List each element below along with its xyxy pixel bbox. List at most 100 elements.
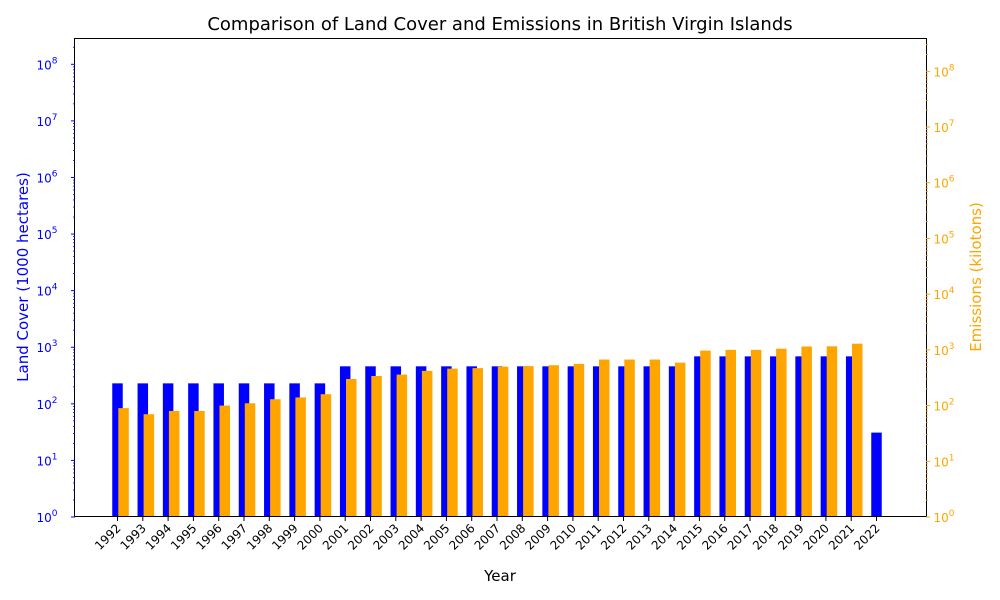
emissions-bar-1993 bbox=[143, 414, 155, 517]
land-cover-bar-1992 bbox=[112, 383, 123, 517]
land-cover-bar-2004 bbox=[415, 366, 427, 517]
land-cover-bar-1995 bbox=[188, 383, 199, 517]
emissions-bar-2014 bbox=[674, 362, 686, 517]
land-cover-bar-2012 bbox=[618, 366, 629, 517]
emissions-bar-2006 bbox=[472, 368, 483, 517]
x-tick-label: 1993 bbox=[117, 521, 148, 552]
right-y-tick-label: 102 bbox=[933, 398, 954, 414]
left-y-tick-label: 103 bbox=[36, 339, 57, 355]
left-y-tick-label: 102 bbox=[36, 396, 57, 412]
right-y-tick-label: 108 bbox=[933, 63, 954, 79]
right-y-tick-label: 106 bbox=[933, 175, 954, 191]
left-y-tick-label: 108 bbox=[36, 56, 57, 72]
land-cover-bar-1993 bbox=[137, 383, 149, 517]
right-y-tick-label: 103 bbox=[933, 342, 954, 358]
x-tick-label: 2010 bbox=[548, 521, 579, 552]
left-y-tick-label: 104 bbox=[36, 283, 57, 299]
land-cover-bar-2010 bbox=[567, 366, 579, 517]
land-cover-bar-2007 bbox=[491, 366, 503, 517]
x-tick-label: 1999 bbox=[269, 521, 300, 552]
emissions-bar-1992 bbox=[118, 408, 129, 517]
x-tick-label: 2016 bbox=[699, 521, 730, 552]
x-tick-label: 2018 bbox=[750, 521, 781, 552]
x-tick-label: 1996 bbox=[193, 521, 224, 552]
land-cover-bar-1999 bbox=[289, 383, 300, 517]
land-cover-bar-2005 bbox=[441, 366, 452, 517]
emissions-bar-2010 bbox=[573, 363, 585, 517]
emissions-bar-2017 bbox=[750, 349, 762, 517]
x-tick-label: 1994 bbox=[143, 521, 174, 552]
emissions-bar-2007 bbox=[497, 366, 509, 517]
land-cover-bar-2013 bbox=[643, 366, 655, 517]
x-tick-label: 2003 bbox=[370, 521, 401, 552]
emissions-bar-1994 bbox=[168, 410, 180, 517]
emissions-bar-1999 bbox=[295, 397, 306, 517]
x-tick-label: 2001 bbox=[320, 521, 351, 552]
land-cover-bar-1994 bbox=[162, 383, 174, 517]
emissions-bar-2004 bbox=[421, 370, 433, 517]
x-tick-label: 2005 bbox=[421, 521, 452, 552]
land-cover-bar-2019 bbox=[795, 356, 806, 517]
x-tick-label: 1995 bbox=[168, 521, 199, 552]
x-tick-label: 2022 bbox=[851, 521, 882, 552]
x-tick-label: 2000 bbox=[295, 521, 326, 552]
land-cover-bar-2018 bbox=[770, 356, 781, 517]
emissions-bar-2019 bbox=[801, 346, 812, 517]
land-cover-bar-2009 bbox=[542, 366, 553, 517]
land-cover-bar-2001 bbox=[339, 366, 351, 517]
x-tick-label: 2013 bbox=[623, 521, 654, 552]
x-tick-label: 2020 bbox=[801, 521, 832, 552]
emissions-bar-2012 bbox=[624, 359, 635, 517]
emissions-bar-1996 bbox=[219, 405, 230, 517]
x-tick-label: 2021 bbox=[826, 521, 857, 552]
land-cover-bar-2017 bbox=[744, 356, 756, 517]
left-y-tick-label: 101 bbox=[36, 452, 57, 468]
x-tick-label: 2017 bbox=[725, 521, 756, 552]
land-cover-bar-2011 bbox=[592, 366, 604, 517]
emissions-bar-2000 bbox=[320, 394, 332, 517]
emissions-bar-2008 bbox=[523, 366, 534, 517]
emissions-bar-2015 bbox=[700, 350, 711, 517]
land-cover-bar-2000 bbox=[314, 383, 326, 517]
right-y-tick-label: 104 bbox=[933, 286, 954, 302]
emissions-bar-2003 bbox=[396, 374, 408, 517]
land-cover-bar-1997 bbox=[238, 383, 250, 517]
land-cover-bar-1998 bbox=[264, 383, 275, 517]
x-tick-label: 2007 bbox=[472, 521, 503, 552]
land-cover-bar-2020 bbox=[820, 356, 832, 517]
x-tick-label: 2019 bbox=[775, 521, 806, 552]
x-tick-label: 1997 bbox=[219, 521, 250, 552]
x-axis: 1992199319941995199619971998199920002001… bbox=[92, 517, 883, 553]
x-axis-label: Year bbox=[483, 567, 517, 585]
land-cover-bars bbox=[112, 356, 882, 517]
emissions-bar-2005 bbox=[447, 368, 458, 517]
emissions-bar-2021 bbox=[852, 343, 863, 517]
land-cover-bar-2022 bbox=[871, 432, 882, 517]
land-cover-bar-2016 bbox=[719, 356, 730, 517]
emissions-bar-1997 bbox=[244, 403, 256, 517]
x-tick-label: 1992 bbox=[92, 521, 123, 552]
emissions-bar-2018 bbox=[776, 348, 787, 517]
right-y-tick-label: 100 bbox=[933, 509, 954, 525]
x-tick-label: 2008 bbox=[497, 521, 528, 552]
left-y-tick-label: 100 bbox=[36, 509, 57, 525]
x-tick-label: 2004 bbox=[396, 521, 427, 552]
emissions-bar-2009 bbox=[548, 365, 559, 517]
x-tick-label: 2015 bbox=[674, 521, 705, 552]
emissions-bar-2011 bbox=[599, 359, 610, 517]
land-cover-bar-2015 bbox=[694, 356, 705, 517]
land-cover-bar-2008 bbox=[517, 366, 528, 517]
right-y-tick-label: 101 bbox=[933, 453, 954, 469]
emissions-bar-2002 bbox=[371, 375, 382, 517]
emissions-bars bbox=[118, 343, 863, 517]
land-cover-bar-1996 bbox=[213, 383, 224, 517]
land-cover-bar-2003 bbox=[390, 366, 402, 517]
x-tick-label: 1998 bbox=[244, 521, 275, 552]
x-tick-label: 2009 bbox=[522, 521, 553, 552]
left-y-tick-label: 105 bbox=[36, 226, 57, 242]
left-y-axis-label: Land Cover (1000 hectares) bbox=[14, 172, 32, 382]
emissions-bar-2013 bbox=[649, 359, 661, 517]
emissions-bar-2016 bbox=[725, 349, 736, 517]
x-tick-label: 2006 bbox=[446, 521, 477, 552]
